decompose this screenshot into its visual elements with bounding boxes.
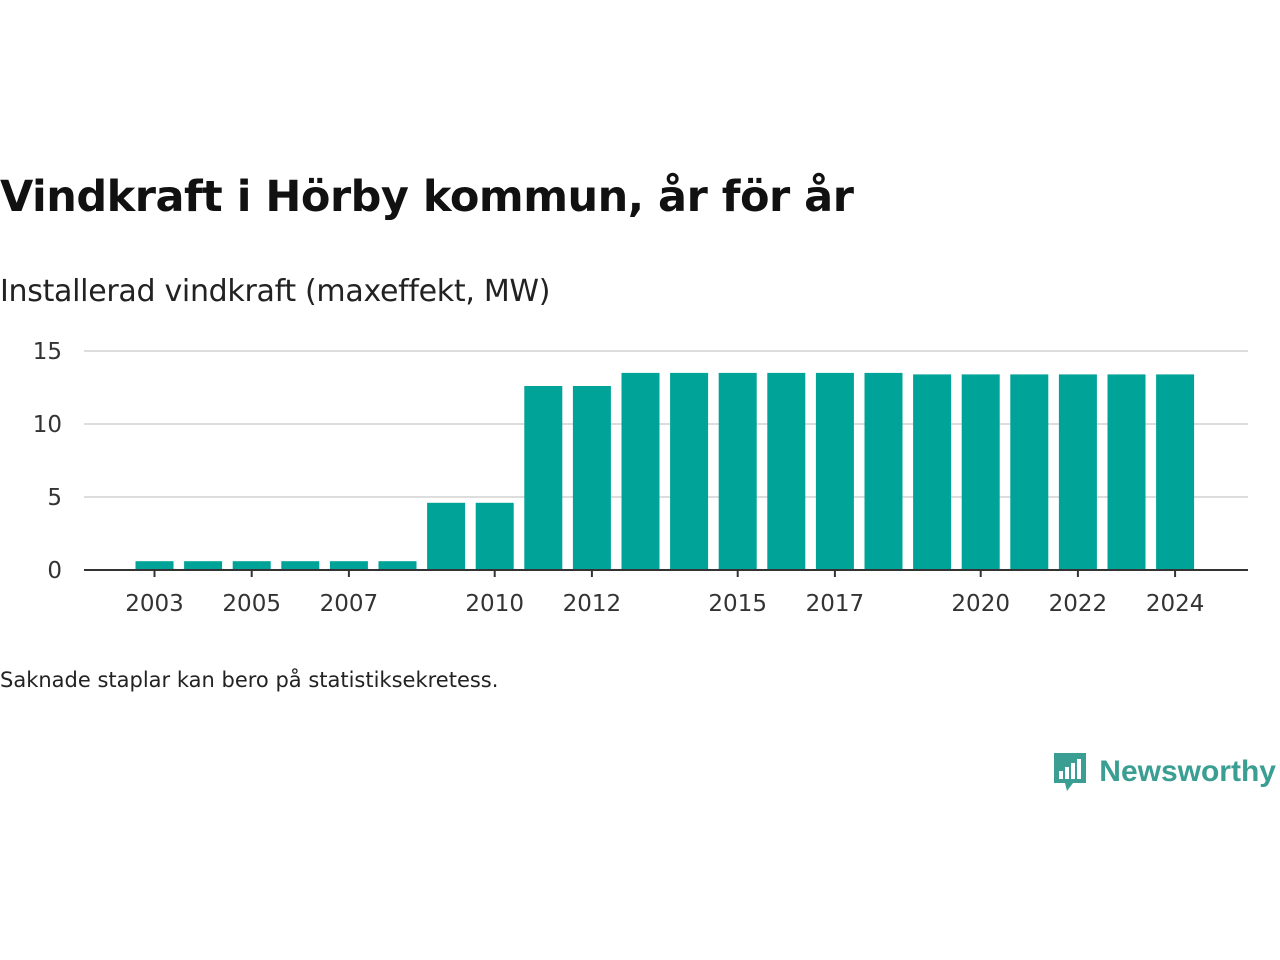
bar-2003: [135, 561, 174, 570]
x-tick-label-2024: 2024: [1146, 591, 1205, 617]
x-tick-label-2015: 2015: [708, 591, 767, 617]
x-tick-label-2017: 2017: [806, 591, 865, 617]
x-tick-label-2010: 2010: [465, 591, 524, 617]
bar-2018: [864, 372, 903, 570]
bar-2019: [913, 374, 952, 570]
bar-2012: [572, 386, 611, 570]
chart-title: Vindkraft i Hörby kommun, år för år: [0, 172, 854, 222]
bar-2004: [184, 561, 223, 570]
axes: 0 5 10 15 2003 2005 2007 2010 2012 2015 2017 2020 20…: [33, 339, 1248, 617]
grid-lines: [84, 350, 1248, 498]
bar-2023: [1107, 374, 1146, 570]
bar-2022: [1058, 374, 1097, 570]
footnote: Saknade staplar kan bero på statistiksek…: [0, 668, 499, 692]
bar-2016: [767, 372, 806, 570]
brand-name: Newsworthy: [1099, 755, 1276, 788]
bar-2017: [815, 372, 854, 570]
bar-2010: [475, 502, 514, 570]
y-tick-label-0: 0: [47, 558, 62, 584]
y-tick-label-10: 10: [33, 412, 62, 438]
brand-logo[interactable]: Newsworthy: [1051, 750, 1276, 794]
bar-2021: [1010, 374, 1049, 570]
x-tick-label-2012: 2012: [563, 591, 622, 617]
bar-2009: [427, 502, 466, 570]
y-tick-label-15: 15: [33, 339, 62, 365]
chart-subtitle: Installerad vindkraft (maxeffekt, MW): [0, 274, 551, 309]
x-tick-label-2020: 2020: [951, 591, 1010, 617]
newsworthy-logo-icon: [1054, 753, 1087, 791]
bar-2011: [524, 386, 563, 570]
bar-chart: 0 5 10 15 2003 2005 2007 2010 2012 2015 2017 2020 20…: [33, 339, 1248, 617]
bar-2013: [621, 372, 660, 570]
bar-2008: [378, 561, 417, 570]
bar-2020: [961, 374, 1000, 570]
x-tick-label-2007: 2007: [320, 591, 379, 617]
bar-2024: [1156, 374, 1195, 570]
bar-2014: [670, 372, 709, 570]
bar-2007: [329, 561, 368, 570]
x-tick-label-2003: 2003: [125, 591, 184, 617]
bar-2006: [281, 561, 320, 570]
y-tick-label-5: 5: [47, 485, 62, 511]
bars: [135, 372, 1195, 570]
bar-2015: [718, 372, 757, 570]
x-tick-label-2005: 2005: [222, 591, 281, 617]
bar-2005: [232, 561, 271, 570]
x-tick-label-2022: 2022: [1049, 591, 1108, 617]
